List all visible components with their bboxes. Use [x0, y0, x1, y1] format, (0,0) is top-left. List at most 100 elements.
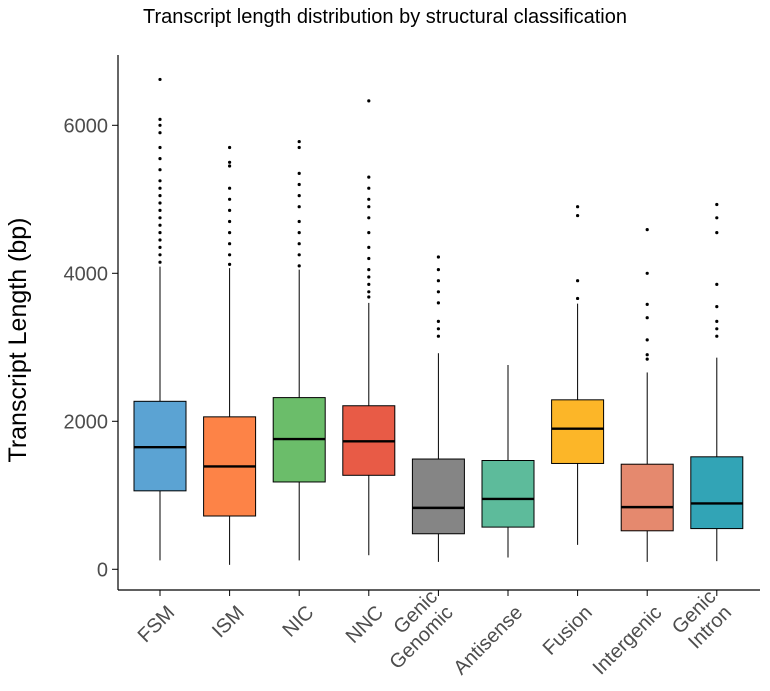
outlier-point	[228, 219, 232, 224]
x-tick-label: Fusion	[539, 602, 597, 660]
y-axis-title-group: Transcript Length (bp)	[4, 217, 32, 462]
box-iqr	[551, 399, 605, 464]
outlier-point	[436, 319, 440, 323]
outlier-point	[158, 123, 162, 127]
x-tick-label: Antisense	[450, 602, 528, 680]
outlier-point	[576, 296, 580, 301]
outlier-point	[715, 230, 719, 235]
outlier-point	[297, 171, 301, 175]
outlier-point	[158, 168, 162, 172]
outlier-point	[367, 99, 371, 103]
x-tick-label-group: Intergenic	[589, 602, 667, 680]
outlier-point	[228, 186, 232, 190]
outlier-point	[436, 301, 440, 305]
y-tick-label: 0	[97, 559, 108, 581]
outlier-point	[436, 290, 440, 294]
outlier-point	[158, 216, 162, 220]
box-iqr	[620, 463, 674, 532]
outlier-point	[297, 264, 301, 268]
outlier-point	[228, 262, 232, 267]
outlier-point	[297, 205, 301, 209]
outlier-point	[367, 216, 371, 220]
outlier-point	[297, 230, 301, 235]
outlier-point	[645, 271, 649, 275]
outlier-point	[715, 304, 719, 309]
outlier-point	[158, 260, 162, 264]
x-tick-label-group: NIC	[278, 602, 318, 642]
outlier-point	[367, 290, 371, 294]
x-tick-label: FSM	[134, 602, 179, 647]
box-iqr	[411, 458, 465, 535]
outlier-point	[228, 253, 232, 257]
outlier-point	[158, 223, 162, 227]
outlier-point	[436, 279, 440, 283]
outlier-point	[576, 213, 580, 218]
outlier-point	[436, 267, 440, 272]
outlier-point	[715, 216, 719, 220]
outlier-point	[297, 253, 301, 257]
outlier-point	[645, 302, 649, 306]
x-tick-label: NIC	[278, 602, 318, 642]
outlier-point	[297, 145, 301, 150]
outlier-point	[436, 327, 440, 331]
outlier-point	[158, 156, 162, 161]
outlier-point	[228, 160, 232, 164]
outlier-point	[228, 164, 232, 168]
outlier-point	[715, 202, 719, 207]
outlier-point	[367, 267, 371, 272]
outlier-point	[715, 334, 719, 338]
box-iqr	[481, 460, 535, 528]
y-tick-label: 6000	[64, 115, 109, 137]
outlier-point	[367, 205, 371, 209]
outlier-point	[367, 275, 371, 279]
plot-area: 0 2000 4000 6000 FSM ISM NIC NNC GenicGenomicAnt…	[64, 55, 760, 680]
outlier-point	[158, 201, 162, 205]
outlier-point	[158, 208, 162, 212]
outlier-point	[158, 193, 162, 198]
outlier-point	[158, 145, 162, 150]
outlier-point	[228, 230, 232, 235]
outlier-point	[228, 208, 232, 212]
outlier-point	[367, 186, 371, 190]
outlier-point	[645, 338, 649, 342]
outlier-point	[576, 279, 580, 283]
chart-title: Transcript length distribution by struct…	[143, 6, 627, 28]
outlier-point	[367, 197, 371, 201]
outlier-point	[297, 193, 301, 198]
x-tick-label-group: FSM	[134, 602, 179, 647]
outlier-point	[158, 230, 162, 235]
outlier-point	[228, 242, 232, 246]
outlier-point	[645, 357, 649, 361]
outlier-point	[645, 353, 649, 357]
box-iqr	[690, 456, 744, 530]
outlier-point	[297, 139, 301, 144]
outlier-point	[367, 256, 371, 261]
outlier-point	[158, 253, 162, 257]
outlier-point	[367, 175, 371, 179]
x-tick-label-group: NNC	[342, 602, 388, 648]
outlier-point	[436, 255, 440, 259]
x-tick-label-group: Fusion	[539, 602, 597, 660]
outlier-point	[367, 295, 371, 299]
outlier-point	[436, 334, 440, 338]
y-axis-title: Transcript Length (bp)	[4, 217, 32, 462]
outlier-point	[297, 219, 301, 224]
y-tick-label: 4000	[64, 263, 109, 285]
outlier-point	[158, 179, 162, 183]
x-tick-label-group: ISM	[208, 602, 249, 643]
outlier-point	[715, 319, 719, 323]
outlier-point	[158, 117, 162, 121]
outlier-point	[715, 282, 719, 286]
x-tick-label: NNC	[342, 602, 388, 648]
outlier-point	[645, 316, 649, 320]
outlier-point	[645, 228, 649, 232]
outlier-point	[367, 282, 371, 286]
y-tick-label: 2000	[64, 411, 109, 433]
outlier-point	[158, 245, 162, 249]
outlier-point	[228, 145, 232, 150]
outlier-point	[297, 182, 301, 187]
outlier-point	[158, 186, 162, 190]
